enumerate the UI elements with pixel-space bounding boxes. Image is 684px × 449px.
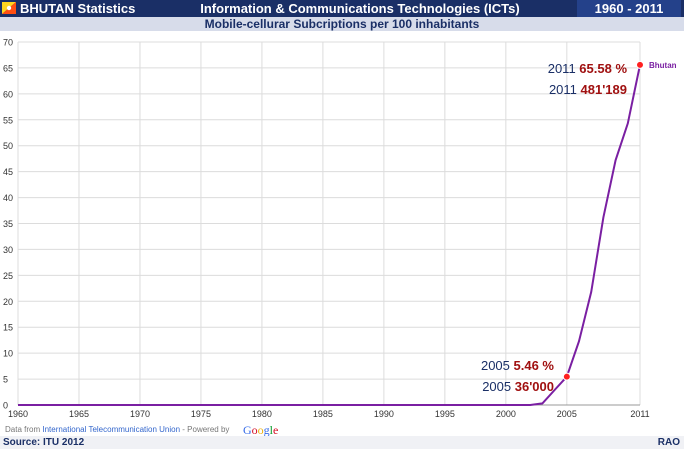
annotation: 2005 5.46 % <box>481 358 554 373</box>
series-line-bhutan <box>18 64 641 406</box>
y-tick-label: 5 <box>3 375 8 385</box>
y-tick-label: 0 <box>3 401 8 411</box>
annotation: 2011 481'189 <box>549 82 627 97</box>
highlight-point <box>636 60 644 69</box>
y-tick-label: 60 <box>3 89 13 99</box>
google-logo: Google <box>243 423 278 436</box>
x-tick-label: 1960 <box>8 409 28 419</box>
google-logo-letter: G <box>243 423 252 436</box>
app-title: BHUTAN Statistics <box>20 1 136 16</box>
google-logo-letter: o <box>252 423 258 436</box>
x-tick-label: 1965 <box>69 409 89 419</box>
subtitle-bar: Mobile-cellurar Subcriptions per 100 inh… <box>0 17 684 31</box>
annotation-value: 36'000 <box>515 379 554 394</box>
page-title: Information & Communications Technologie… <box>200 1 520 16</box>
y-tick-label: 10 <box>3 349 13 359</box>
credit-prefix: Data from <box>5 425 42 434</box>
google-logo-letter: l <box>270 423 274 436</box>
y-tick-label: 30 <box>3 245 13 255</box>
x-tick-label: 1975 <box>191 409 211 419</box>
x-tick-label: 1970 <box>130 409 150 419</box>
y-tick-label: 15 <box>3 323 13 333</box>
y-tick-label: 45 <box>3 167 13 177</box>
bhutan-flag-icon <box>2 2 16 14</box>
credit-link[interactable]: International Telecommunication Union <box>42 425 180 434</box>
x-tick-label: 1985 <box>313 409 333 419</box>
y-tick-label: 40 <box>3 193 13 203</box>
annotation-value: 481'189 <box>581 82 627 97</box>
y-tick-label: 25 <box>3 271 13 281</box>
y-tick-label: 70 <box>3 38 13 48</box>
data-credit: Data from International Telecommunicatio… <box>5 425 229 434</box>
annotation-value: 65.58 % <box>579 61 627 76</box>
x-tick-label: 2000 <box>496 409 516 419</box>
annotation: 2005 36'000 <box>482 379 554 394</box>
source-note: Source: ITU 2012 <box>3 437 85 448</box>
line-chart: 0 5 10 15 20 25 30 35 40 45 50 55 60 65 70 1960 1965 1970… <box>3 38 677 437</box>
credit-mid: - Powered by <box>180 425 229 434</box>
google-logo-letter: e <box>273 423 278 436</box>
x-tick-label: 1990 <box>374 409 394 419</box>
annotation-value: 5.46 % <box>514 358 555 373</box>
year-range: 1960 - 2011 <box>577 0 681 17</box>
highlight-point <box>562 372 571 381</box>
annotation-year: 2011 <box>549 82 581 97</box>
y-tick-label: 50 <box>3 141 13 151</box>
y-tick-label: 65 <box>3 63 13 73</box>
annotation: 2011 65.58 % <box>548 61 628 76</box>
series-label: Bhutan <box>649 61 677 70</box>
x-tick-label: 1980 <box>252 409 272 419</box>
footer-bar: Source: ITU 2012 RAO <box>0 436 684 449</box>
y-tick-label: 55 <box>3 115 13 125</box>
google-logo-letter: o <box>258 423 264 436</box>
annotation-year: 2011 <box>548 61 580 76</box>
chart-subtitle: Mobile-cellurar Subcriptions per 100 inh… <box>204 17 480 31</box>
brand-label: RAO <box>657 437 680 448</box>
y-tick-label: 20 <box>3 297 13 307</box>
google-logo-letter: g <box>264 423 270 436</box>
annotation-year: 2005 <box>481 358 514 373</box>
header-bar: BHUTAN Statistics Information & Communic… <box>0 0 684 17</box>
x-tick-label: 2011 <box>630 409 649 419</box>
x-tick-label: 1995 <box>435 409 455 419</box>
y-tick-label: 35 <box>3 219 13 229</box>
x-tick-label: 2005 <box>557 409 577 419</box>
annotation-year: 2005 <box>482 379 515 394</box>
